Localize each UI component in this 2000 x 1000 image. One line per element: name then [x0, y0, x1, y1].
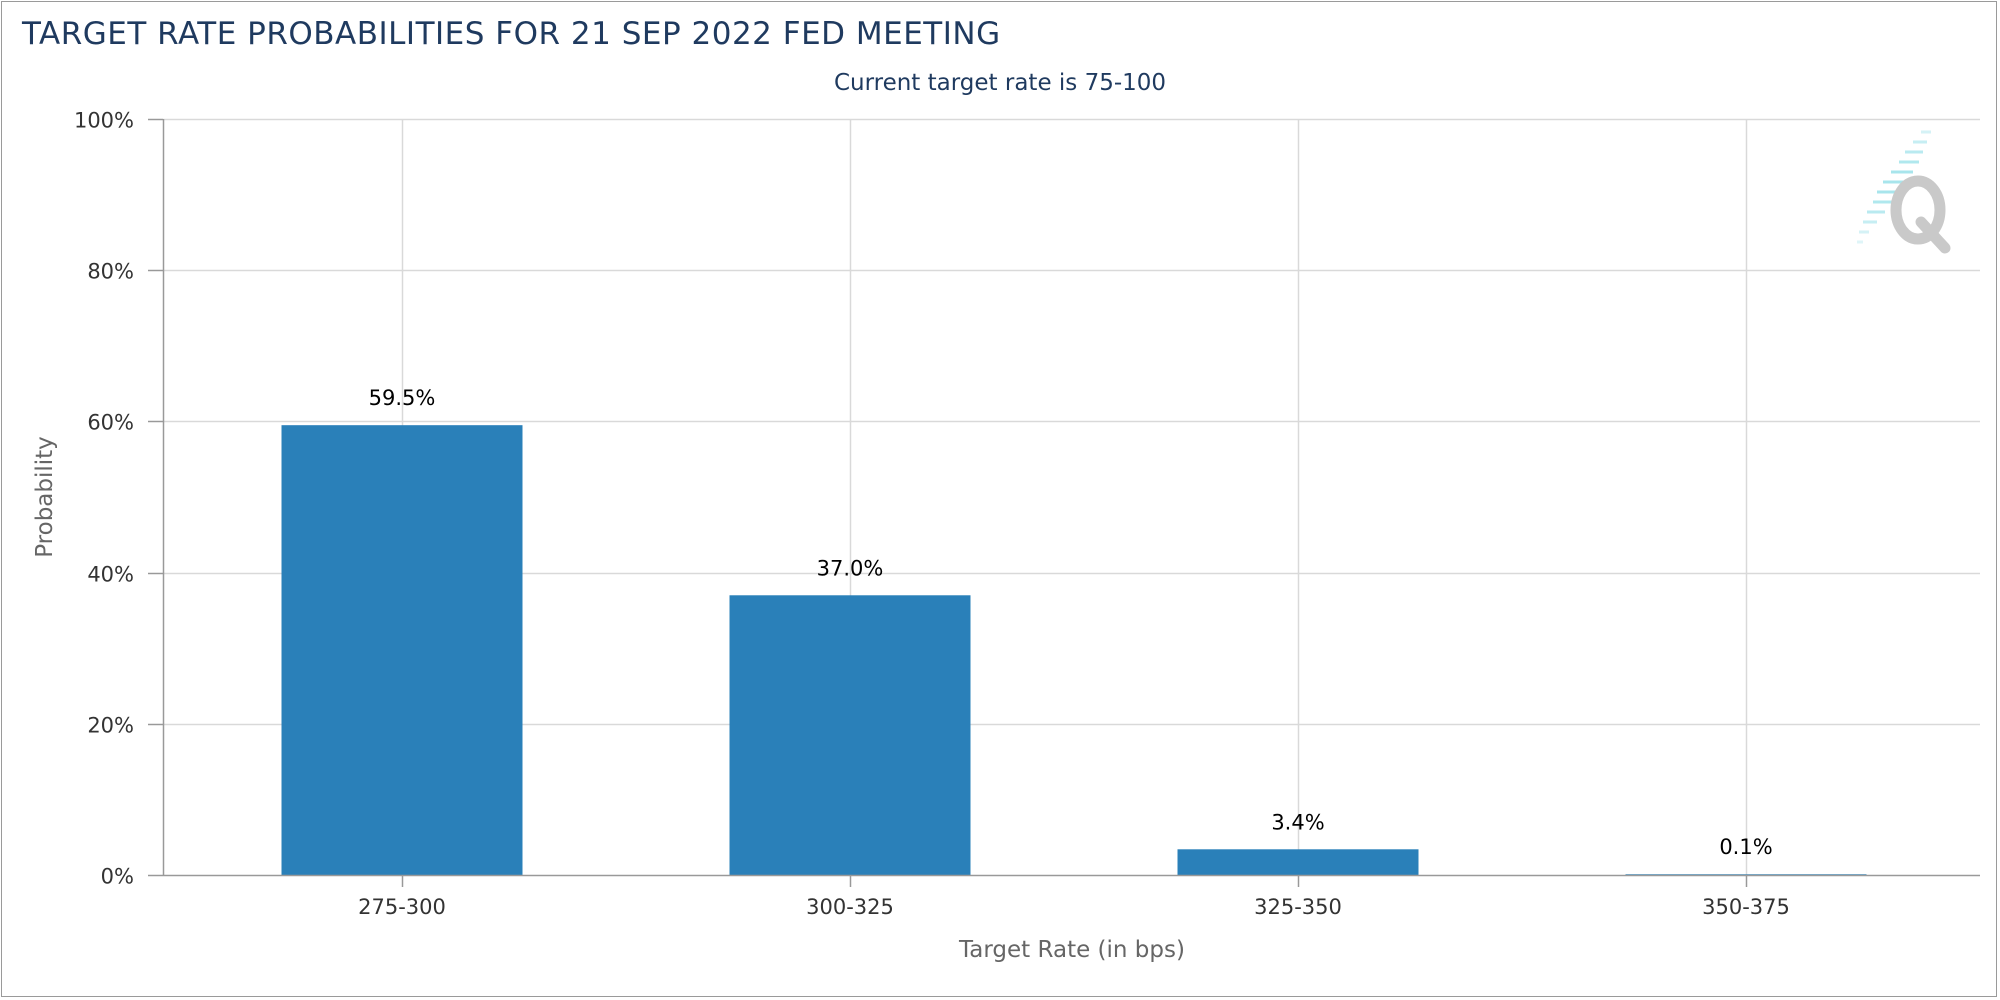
chart-subtitle: Current target rate is 75-100 [834, 70, 1166, 96]
y-tick-label: 40% [87, 563, 134, 587]
y-tick-label: 100% [74, 109, 134, 133]
x-tick-label: 350-375 [1702, 895, 1790, 919]
bar-350-375 [1625, 874, 1867, 875]
data-label: 0.1% [1719, 835, 1772, 859]
y-tick-label: 20% [87, 714, 134, 738]
data-label: 59.5% [369, 386, 436, 410]
y-tick-label: 0% [101, 865, 134, 889]
data-labels-group: 59.5% 37.0% 3.4% 0.1% [369, 386, 1773, 859]
data-label: 37.0% [817, 556, 884, 580]
bar-275-300 [281, 425, 523, 875]
x-tick-label: 275-300 [358, 895, 446, 919]
x-tick-label: 300-325 [806, 895, 894, 919]
x-axis-label: Target Rate (in bps) [958, 937, 1185, 963]
y-ticks-group: 0% 20% 40% 60% 80% 100% [74, 109, 163, 889]
y-tick-label: 60% [87, 411, 134, 435]
data-label: 3.4% [1271, 810, 1324, 834]
chart-title: TARGET RATE PROBABILITIES FOR 21 SEP 202… [22, 16, 1001, 52]
bars-group [281, 425, 1867, 875]
watermark-logo-icon [1857, 130, 1951, 254]
x-ticks-group: 275-300 300-325 325-350 350-375 [358, 875, 1790, 919]
bar-325-350 [1177, 849, 1419, 875]
y-axis-label: Probability [32, 436, 58, 558]
x-tick-label: 325-350 [1254, 895, 1342, 919]
y-tick-label: 80% [87, 260, 134, 284]
bar-300-325 [729, 595, 971, 875]
